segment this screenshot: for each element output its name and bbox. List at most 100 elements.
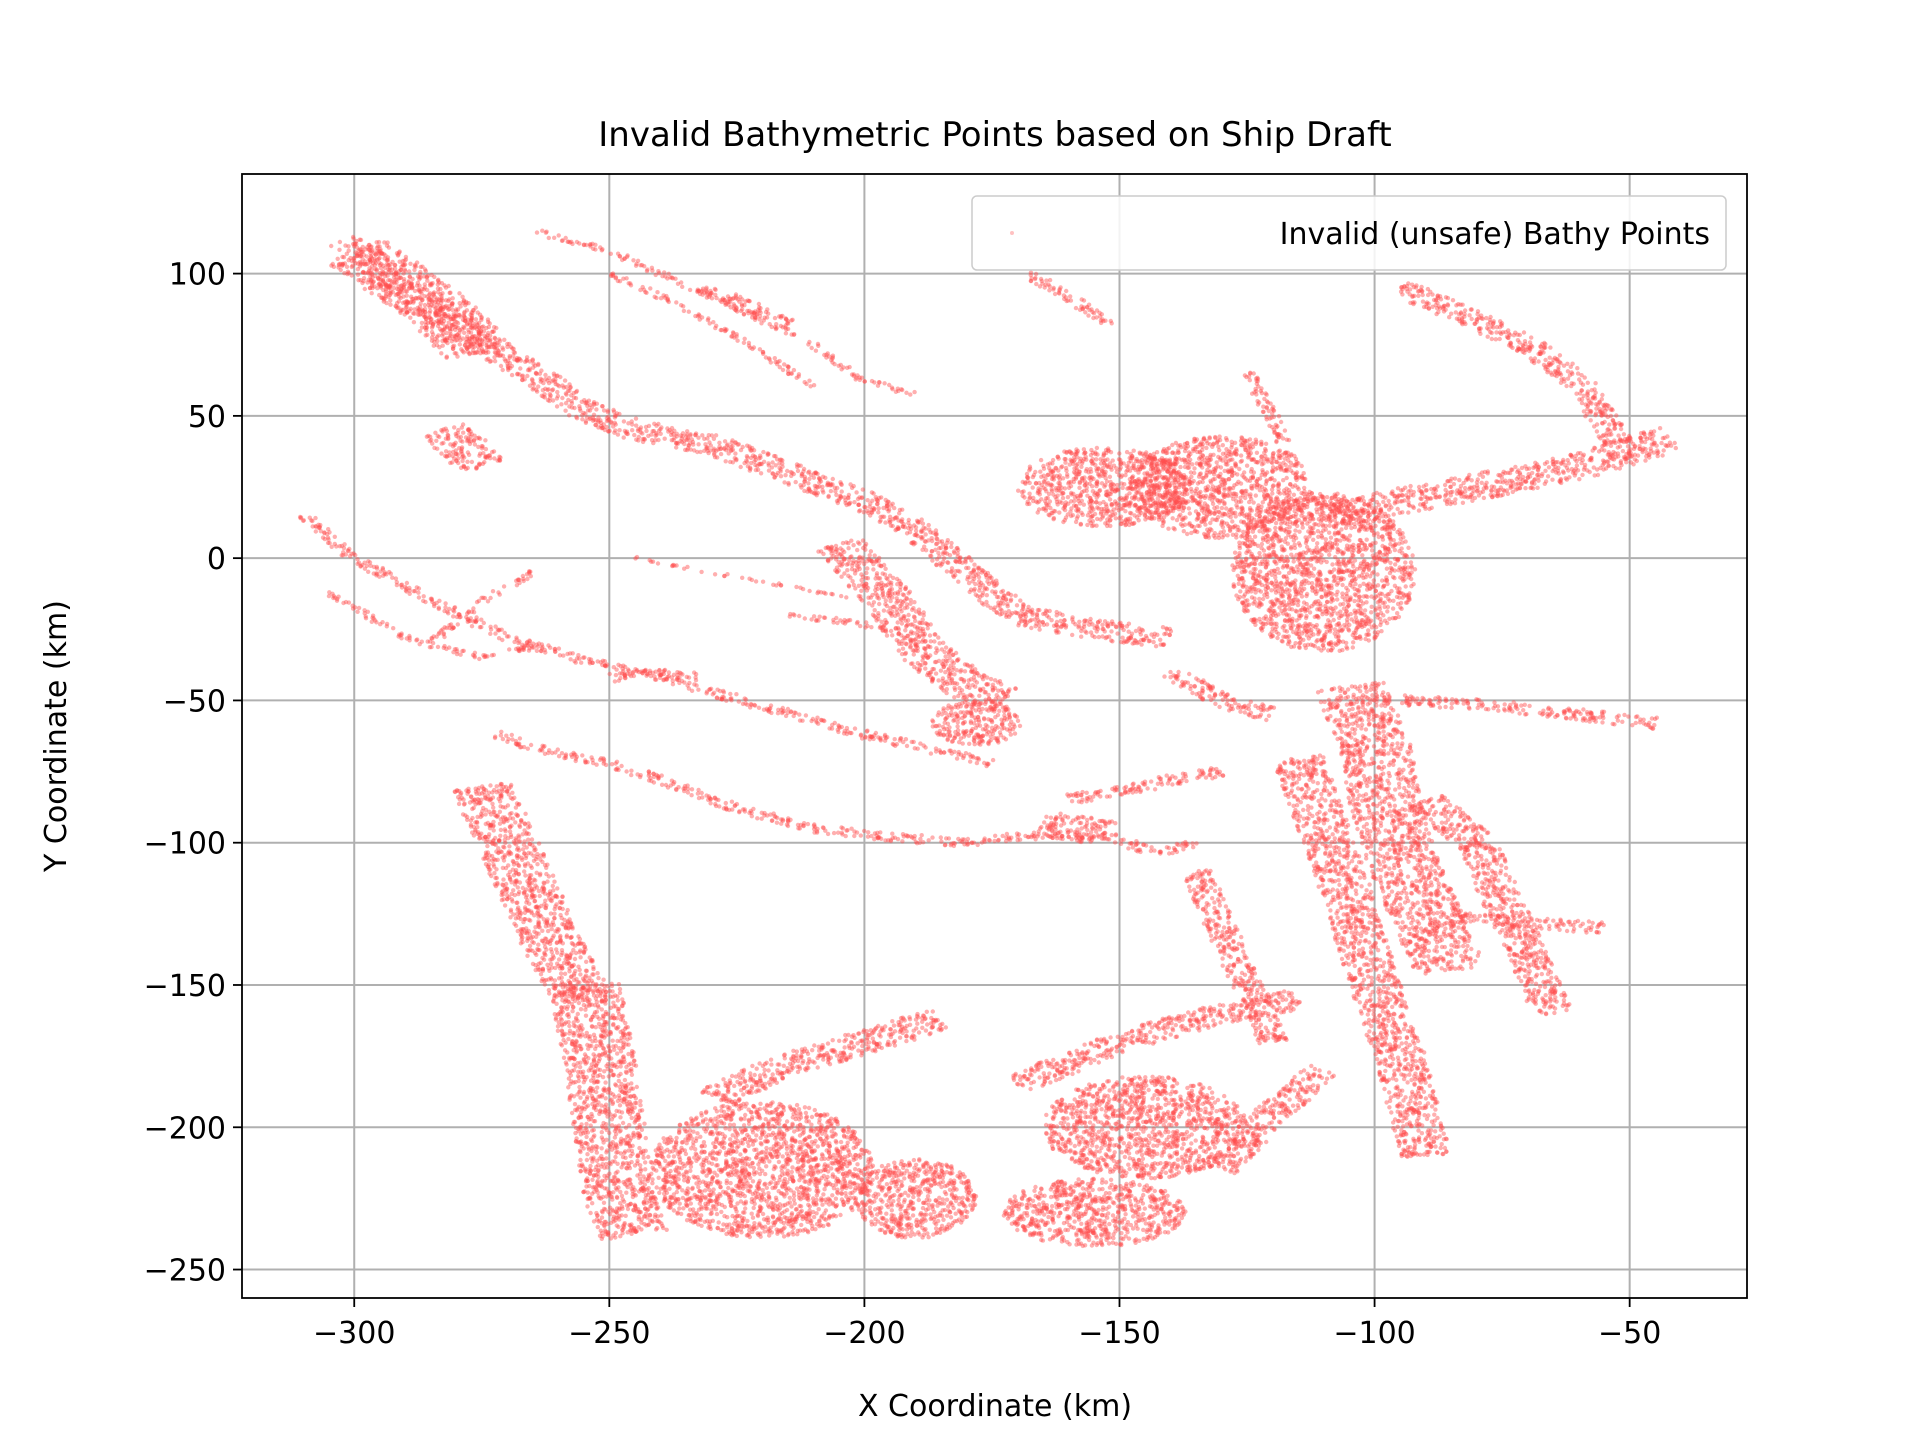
data-point <box>1066 830 1070 834</box>
data-point <box>620 997 624 1001</box>
data-point <box>795 465 799 469</box>
data-point <box>610 1102 614 1106</box>
data-point <box>380 620 384 624</box>
data-point <box>523 377 527 381</box>
data-point <box>921 521 925 525</box>
data-point <box>397 250 401 254</box>
data-point <box>920 535 924 539</box>
data-point <box>833 489 837 493</box>
data-point <box>588 416 592 420</box>
data-point <box>722 447 726 451</box>
data-point <box>522 890 526 894</box>
data-point <box>598 1057 602 1061</box>
data-point <box>977 588 981 592</box>
data-point <box>558 935 562 939</box>
data-point <box>418 309 422 313</box>
data-point <box>637 435 641 439</box>
data-point <box>556 394 560 398</box>
data-point <box>588 1090 592 1094</box>
data-point <box>508 878 512 882</box>
data-point <box>821 825 825 829</box>
data-point <box>947 749 951 753</box>
data-point <box>512 873 516 877</box>
data-point <box>480 446 484 450</box>
data-point <box>494 814 498 818</box>
data-point <box>357 606 361 610</box>
data-point <box>587 1167 591 1171</box>
data-point <box>1054 629 1058 633</box>
data-point <box>422 287 426 291</box>
data-point <box>457 336 461 340</box>
data-point <box>1134 629 1138 633</box>
data-point <box>481 653 485 657</box>
data-point <box>1003 610 1007 614</box>
data-point <box>739 448 743 452</box>
data-point <box>368 560 372 564</box>
data-point <box>956 837 960 841</box>
data-point <box>569 1093 573 1097</box>
data-point <box>581 942 585 946</box>
data-point <box>1110 833 1114 837</box>
data-point <box>436 645 440 649</box>
data-point <box>1110 619 1114 623</box>
data-point <box>501 737 505 741</box>
data-point <box>766 453 770 457</box>
data-point <box>555 895 559 899</box>
data-point <box>442 319 446 323</box>
data-point <box>476 310 480 314</box>
data-point <box>702 437 706 441</box>
data-point <box>1001 601 1005 605</box>
data-point <box>302 518 306 522</box>
data-point <box>772 811 776 815</box>
data-point <box>616 663 620 667</box>
data-point <box>651 429 655 433</box>
data-point <box>446 611 450 615</box>
data-point <box>405 294 409 298</box>
data-point <box>573 1102 577 1106</box>
data-point <box>613 415 617 419</box>
data-point <box>369 268 373 272</box>
data-point <box>512 796 516 800</box>
data-point <box>379 266 383 270</box>
data-point <box>493 735 497 739</box>
data-point <box>510 373 514 377</box>
data-point <box>473 351 477 355</box>
data-point <box>343 243 347 247</box>
data-point <box>585 760 589 764</box>
data-point <box>1018 598 1022 602</box>
data-point <box>906 521 910 525</box>
data-point <box>910 835 914 839</box>
data-point <box>729 696 733 700</box>
data-point <box>358 264 362 268</box>
data-point <box>1154 644 1158 648</box>
data-point <box>384 301 388 305</box>
data-point <box>567 413 571 417</box>
data-point <box>442 283 446 287</box>
data-point <box>511 816 515 820</box>
data-point <box>580 1032 584 1036</box>
data-point <box>442 635 446 639</box>
data-point <box>523 822 527 826</box>
data-point <box>470 624 474 628</box>
data-point <box>516 813 520 817</box>
data-point <box>522 579 526 583</box>
data-point <box>448 291 452 295</box>
data-point <box>622 435 626 439</box>
data-point <box>838 480 842 484</box>
data-point <box>342 271 346 275</box>
data-point <box>411 311 415 315</box>
data-point <box>930 539 934 543</box>
data-point <box>705 449 709 453</box>
data-point <box>806 822 810 826</box>
data-point <box>505 740 509 744</box>
data-point <box>604 1020 608 1024</box>
data-point <box>964 566 968 570</box>
data-point <box>831 477 835 481</box>
data-point <box>1048 823 1052 827</box>
data-point <box>535 855 539 859</box>
data-point <box>512 357 516 361</box>
data-point <box>1142 843 1146 847</box>
data-point <box>543 899 547 903</box>
data-point <box>734 692 738 696</box>
data-point <box>636 1116 640 1120</box>
